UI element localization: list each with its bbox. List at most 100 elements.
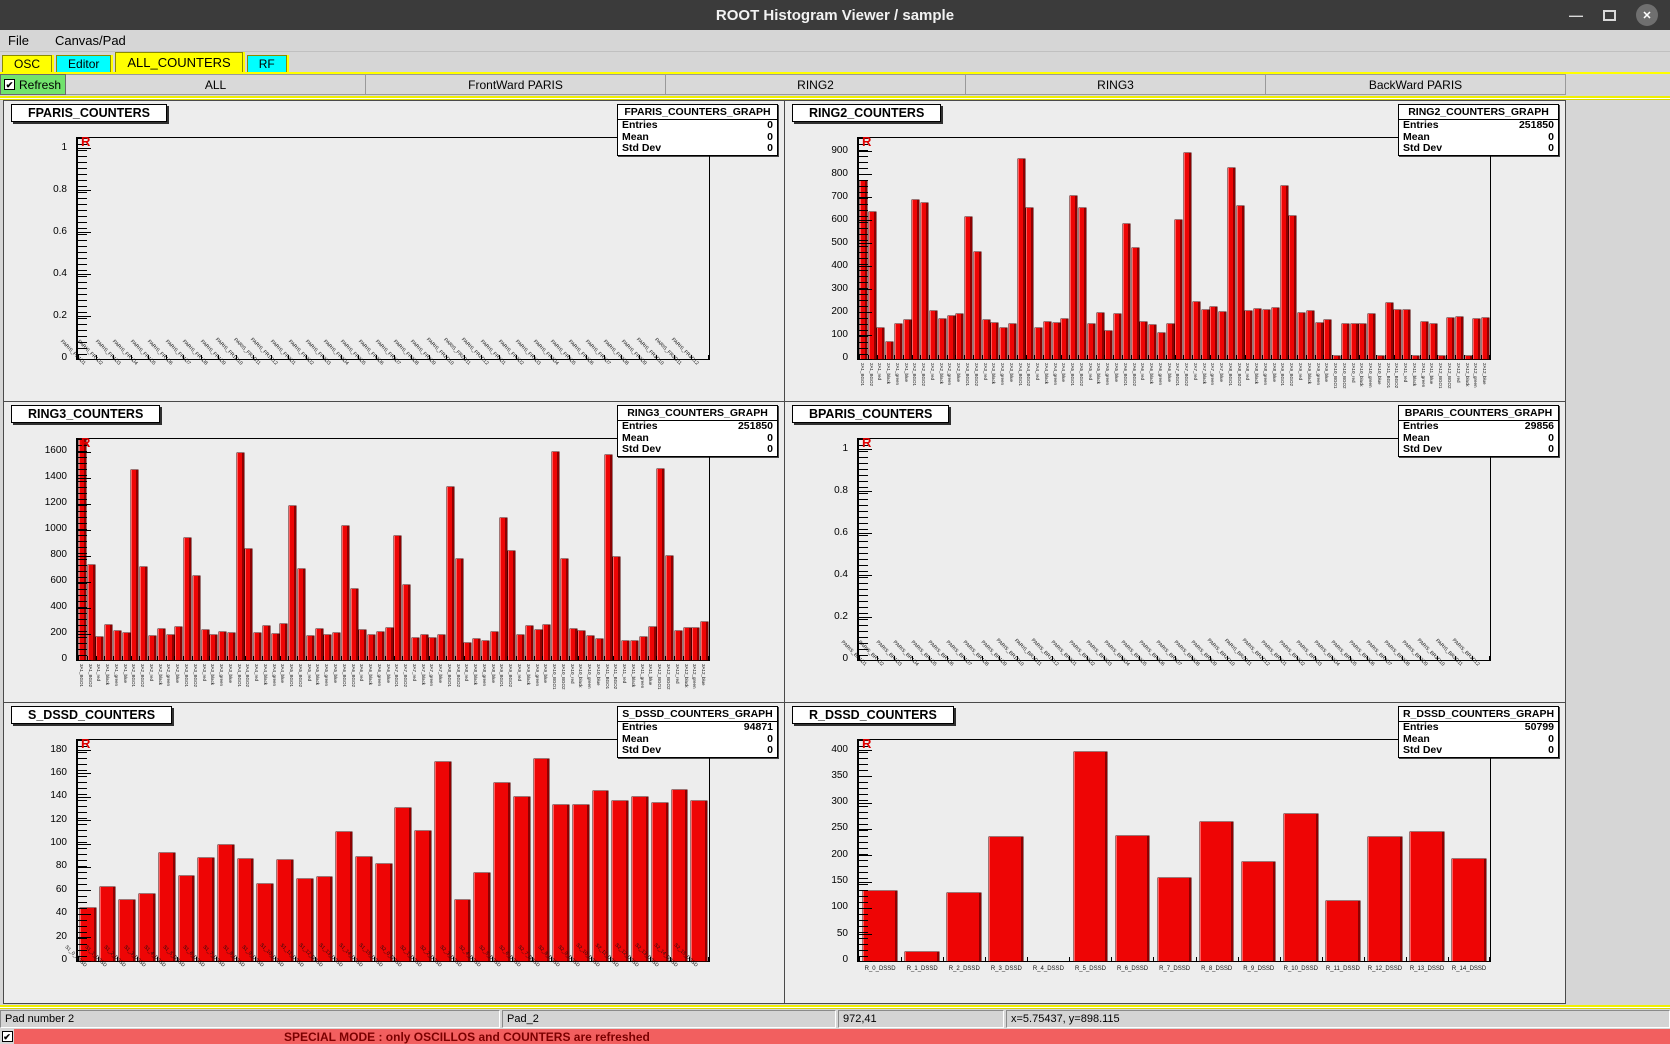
stats-box[interactable]: RING2_COUNTERS_GRAPH Entries 251850 Mean 0… <box>1398 104 1559 156</box>
x-axis-tick <box>560 656 561 660</box>
x-axis-tick <box>305 355 307 359</box>
subtab-ring2[interactable]: RING2 <box>666 74 966 95</box>
y-axis-tick-label: 1600 <box>44 445 67 456</box>
x-axis-tick <box>586 355 588 359</box>
maximize-button[interactable] <box>1603 9 1616 21</box>
pad-r-dssd-counters[interactable]: R_DSSD_COUNTERS R_DSSD_COUNTERS_GRAPH En… <box>785 703 1565 1003</box>
tab-all-counters[interactable]: ALL_COUNTERS <box>115 52 243 72</box>
menu-canvas-pad[interactable]: Canvas/Pad <box>54 33 126 48</box>
tab-rf[interactable]: RF <box>246 55 287 72</box>
y-axis-tick-label: 300 <box>831 282 848 294</box>
x-axis-tick <box>419 656 421 660</box>
x-axis-tick <box>1148 355 1150 359</box>
pad-s-dssd-counters[interactable]: S_DSSD_COUNTERS S_DSSD_COUNTERS_GRAPH En… <box>4 703 784 1003</box>
y-axis-tick-label: 250 <box>831 822 848 834</box>
x-axis-tick <box>1086 656 1088 660</box>
x-axis-tick <box>990 355 992 359</box>
y-axis-tick <box>78 581 91 583</box>
x-axis-tick-label: 3A9_red <box>517 664 522 682</box>
root-r-marker: R <box>81 736 91 751</box>
x-axis-tick-label: 3A2_BGO2 <box>140 664 146 688</box>
histogram-bar <box>863 891 897 961</box>
histogram-bar <box>1359 324 1367 359</box>
subtab-backward-paris[interactable]: BackWard PARIS <box>1266 74 1566 95</box>
x-axis-tick-label: 2A9_black <box>1306 363 1312 385</box>
x-axis-tick-label: 2A1_black <box>886 363 892 385</box>
x-axis-tick <box>507 656 509 660</box>
stats-box[interactable]: BPARIS_COUNTERS_GRAPH Entries 29856 Mean 0… <box>1398 405 1559 457</box>
x-axis-tick-label: 2A8_green <box>1262 363 1268 386</box>
x-axis-tick <box>1051 355 1053 359</box>
histogram-bar <box>96 636 104 660</box>
histogram-bar <box>947 892 981 961</box>
pad-ring3-counters[interactable]: RING3_COUNTERS RING3_COUNTERS_GRAPH Entr… <box>4 402 784 702</box>
histogram-bar <box>613 557 621 660</box>
pad-ring2-counters[interactable]: RING2_COUNTERS RING2_COUNTERS_GRAPH Entr… <box>785 101 1565 401</box>
tab-osc[interactable]: OSC <box>2 55 53 72</box>
x-axis-tick <box>130 656 132 660</box>
stats-entries-label: Entries <box>622 420 658 432</box>
x-axis-tick <box>492 957 494 961</box>
x-axis-tick <box>551 957 553 961</box>
histogram-bar <box>572 805 589 961</box>
histogram-bar <box>1087 324 1095 359</box>
x-axis-tick <box>1027 957 1029 961</box>
tab-editor[interactable]: Editor <box>56 55 112 72</box>
y-axis-labels: 0 0.2 0.4 0.6 0.8 1 <box>4 137 72 363</box>
x-axis-tick <box>531 957 533 961</box>
histogram-bar <box>219 632 227 660</box>
subtab-ring3[interactable]: RING3 <box>966 74 1266 95</box>
x-axis-tick-label: 2A4_red <box>1035 363 1041 381</box>
stats-box[interactable]: RING3_COUNTERS_GRAPH Entries 251850 Mean 0… <box>617 405 778 457</box>
stats-box[interactable]: FPARIS_COUNTERS_GRAPH Entries 0 Mean 0 Std… <box>617 104 778 156</box>
x-axis-tick <box>1174 656 1176 660</box>
menu-file[interactable]: File <box>8 33 29 48</box>
minimize-button[interactable]: — <box>1569 7 1583 23</box>
histogram-bar <box>513 797 530 961</box>
x-axis-tick <box>235 656 237 660</box>
histogram-bar <box>1210 306 1218 359</box>
stats-mean-value: 0 <box>767 431 773 444</box>
special-mode-checkbox[interactable]: ✔ <box>1 1031 13 1042</box>
x-axis-tick-label: 3A2_green <box>166 664 172 687</box>
x-axis-tick <box>137 957 139 961</box>
x-axis-tick <box>1481 355 1483 359</box>
pad-bparis-counters[interactable]: BPARIS_COUNTERS BPARIS_COUNTERS_GRAPH En… <box>785 402 1565 702</box>
subtab-all[interactable]: ALL <box>66 74 366 95</box>
root-canvas[interactable]: FPARIS_COUNTERS FPARIS_COUNTERS_GRAPH En… <box>3 100 1566 1004</box>
x-axis-tick-label: 2A6_BGO2 <box>1131 363 1137 387</box>
histogram-bar <box>905 951 939 961</box>
x-axis-tick <box>524 656 526 660</box>
x-axis-tick <box>1297 656 1299 660</box>
histogram-bar <box>140 567 148 660</box>
x-axis-tick <box>1332 355 1334 359</box>
y-axis-tick <box>859 750 872 752</box>
histogram-bar <box>368 634 376 660</box>
pad-fparis-counters[interactable]: FPARIS_COUNTERS FPARIS_COUNTERS_GRAPH En… <box>4 101 784 401</box>
refresh-toggle[interactable]: ✔ Refresh <box>0 74 66 95</box>
x-axis-tick <box>1489 355 1490 359</box>
title-bar: ROOT Histogram Viewer / sample — ✕ <box>0 0 1670 30</box>
y-axis-tick <box>859 575 872 577</box>
y-axis-tick <box>78 960 91 962</box>
subtab-frontward-paris[interactable]: FrontWard PARIS <box>366 74 666 95</box>
x-axis-tick <box>209 656 211 660</box>
stats-entries-label: Entries <box>622 119 658 131</box>
refresh-checkbox[interactable]: ✔ <box>4 79 15 90</box>
y-axis-tick <box>78 316 91 318</box>
x-axis-tick <box>981 656 983 660</box>
stats-box[interactable]: S_DSSD_COUNTERS_GRAPH Entries 94871 Mean 0… <box>617 706 778 758</box>
stats-title: S_DSSD_COUNTERS_GRAPH <box>618 707 777 722</box>
x-axis-tick <box>1104 656 1106 660</box>
y-axis-tick-label: 0 <box>842 954 848 965</box>
x-axis-tick <box>603 355 605 359</box>
histogram-bar <box>1035 327 1043 359</box>
close-button[interactable]: ✕ <box>1636 4 1658 26</box>
x-axis-tick-label: R_4_DSSD <box>1032 966 1064 972</box>
x-axis-tick <box>964 355 966 359</box>
histogram-bar <box>894 324 902 359</box>
histogram-bar <box>1280 186 1288 359</box>
stats-box[interactable]: R_DSSD_COUNTERS_GRAPH Entries 50799 Mean 0… <box>1398 706 1559 758</box>
x-axis-tick-label: R_5_DSSD <box>1074 966 1106 972</box>
y-axis-tick-label: 100 <box>50 837 67 849</box>
